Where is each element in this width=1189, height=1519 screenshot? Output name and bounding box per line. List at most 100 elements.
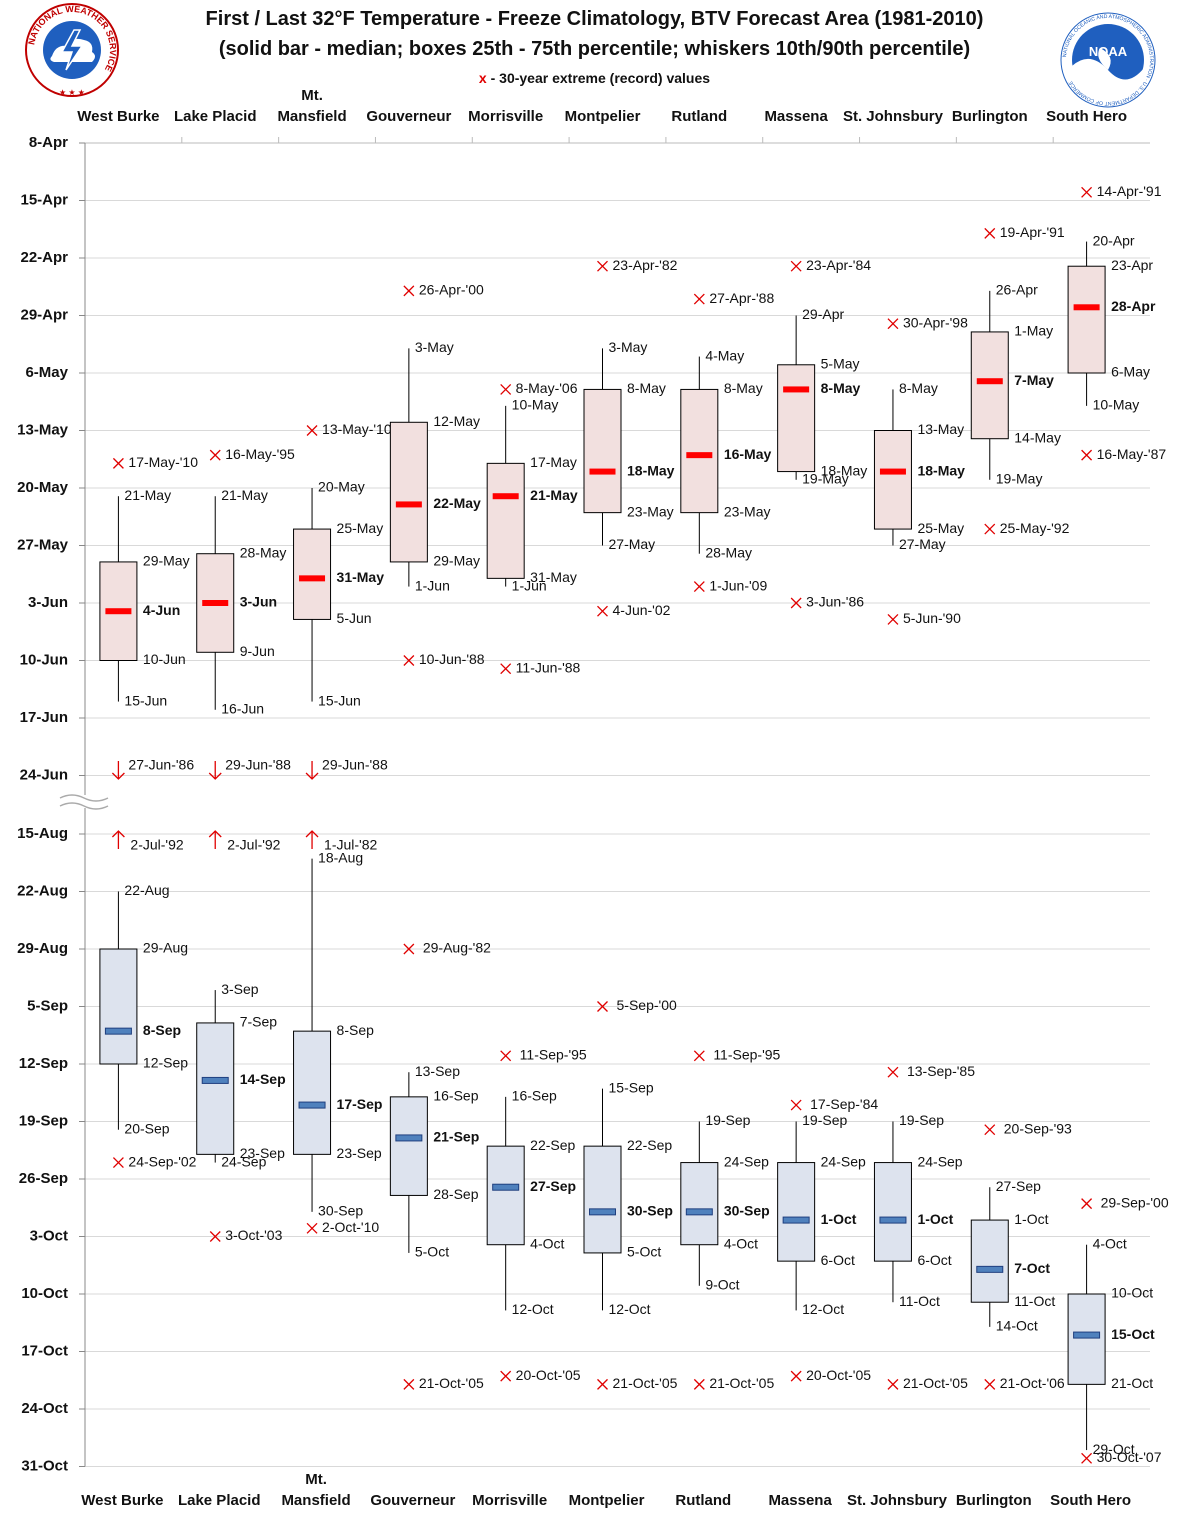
category-label-top: Burlington	[952, 108, 1028, 125]
box-bottom-label-fall: 21-Oct	[1111, 1375, 1153, 1391]
median-bar-fall	[201, 1076, 229, 1084]
p-top-label-fall: 13-Sep	[415, 1063, 460, 1079]
y-tick-label-spring: 17-Jun	[20, 709, 68, 726]
category-label-top: West Burke	[77, 108, 159, 125]
median-bar-fall	[1073, 1331, 1101, 1339]
y-tick-label-fall: 10-Oct	[21, 1285, 68, 1302]
category-label-bottom: Mansfield	[281, 1492, 350, 1509]
noaa-logo-text: NOAA	[1089, 44, 1128, 59]
p-bottom-label-spring: 19-May	[802, 470, 849, 486]
record-late-marker-fall	[209, 1231, 221, 1242]
box-bottom-label-spring: 5-Jun	[337, 610, 372, 626]
record-early-label-fall: 13-Sep-'85	[907, 1063, 975, 1079]
extreme-x-stroke	[1081, 186, 1093, 198]
record-early-label-fall: 29-Sep-'00	[1101, 1194, 1169, 1210]
record-late-marker-spring	[984, 523, 996, 535]
median-label-fall: 30-Sep	[724, 1203, 770, 1219]
box-bottom-label-fall: 6-Oct	[821, 1252, 855, 1268]
arrow-head	[111, 830, 125, 838]
box-bottom-label-spring: 14-May	[1014, 429, 1061, 445]
record-early-label-fall: 11-Sep-'95	[520, 1046, 587, 1062]
extreme-x-stroke	[887, 1378, 899, 1390]
iqr-box-spring	[970, 331, 1009, 440]
extreme-x-stroke	[984, 1378, 996, 1390]
chart-subtitle-line-2: (solid bar - median; boxes 25th - 75th p…	[218, 38, 971, 60]
iqr-box-fall	[1067, 1293, 1106, 1385]
category-label-bottom: South Hero	[1050, 1492, 1131, 1509]
p-bottom-label-fall: 20-Sep	[124, 1120, 169, 1136]
category-label-bottom: Mt.	[305, 1471, 327, 1488]
p-top-label-spring: 21-May	[221, 487, 268, 503]
y-tick-label-spring: 8-Apr	[29, 134, 68, 151]
p-bottom-label-spring: 15-Jun	[318, 692, 361, 708]
extreme-x-stroke	[693, 1050, 705, 1062]
y-tick-label-fall: 15-Aug	[17, 825, 68, 842]
extreme-x-stroke	[984, 1124, 996, 1136]
extreme-x-stroke	[790, 1099, 802, 1111]
median-bar-fall	[879, 1216, 907, 1224]
record-early-marker-fall	[597, 1001, 608, 1012]
record-late-label-fall: 21-Oct-'05	[709, 1375, 774, 1391]
extreme-x-stroke	[403, 1378, 415, 1390]
record-early-marker-spring	[984, 227, 996, 239]
p-bottom-label-fall: 11-Oct	[899, 1293, 940, 1309]
y-tick-label-spring: 15-Apr	[20, 191, 68, 208]
record-early-marker-spring	[790, 260, 802, 272]
record-late-marker-fall	[597, 1378, 608, 1390]
iqr-box-spring	[777, 364, 816, 473]
record-late-marker-fall	[403, 1378, 415, 1390]
p-top-label-spring: 3-May	[415, 339, 454, 355]
median-bar-spring	[299, 575, 326, 582]
p-bottom-label-spring: 16-Jun	[221, 700, 264, 716]
p-top-label-fall: 3-Sep	[221, 981, 259, 997]
median-label-spring: 18-May	[627, 462, 675, 478]
arrow-head	[305, 772, 319, 780]
p-top-label-spring: 4-May	[705, 347, 744, 363]
p-bottom-label-fall: 12-Oct	[512, 1301, 554, 1317]
extreme-x-stroke	[1081, 1452, 1093, 1464]
category-label-top: Morrisville	[468, 108, 543, 125]
extreme-x-stroke	[403, 285, 415, 297]
p-bottom-label-spring: 19-May	[996, 470, 1043, 486]
median-label-fall: 27-Sep	[530, 1178, 576, 1194]
median-label-spring: 16-May	[724, 446, 772, 462]
median-bar-fall	[685, 1208, 713, 1216]
box-bottom-label-fall: 12-Sep	[143, 1055, 188, 1071]
p-top-label-fall: 27-Sep	[996, 1178, 1041, 1194]
box-top-label-fall: 16-Sep	[433, 1088, 478, 1104]
extreme-x-stroke	[984, 227, 996, 239]
p-bottom-label-fall: 30-Sep	[318, 1203, 363, 1219]
box-bottom-label-spring: 9-Jun	[240, 643, 275, 659]
record-late-marker-fall	[1081, 1452, 1093, 1464]
y-tick-label-fall: 29-Aug	[17, 940, 68, 957]
category-label-bottom: St. Johnsbury	[847, 1492, 948, 1509]
record-early-label-spring: 26-Apr-'00	[419, 282, 484, 298]
record-early-marker-spring	[209, 449, 221, 461]
record-early-offscale-arrow	[305, 830, 319, 849]
box-bottom-label-fall: 28-Sep	[433, 1186, 478, 1202]
box-bottom-label-fall: 4-Oct	[724, 1235, 758, 1251]
p-top-label-fall: 19-Sep	[802, 1112, 847, 1128]
record-late-marker-spring	[790, 597, 802, 609]
extreme-x-stroke	[790, 260, 802, 272]
record-late-label-spring: 5-Jun-'90	[903, 610, 961, 626]
record-early-marker-fall	[500, 1050, 512, 1062]
record-early-offscale-arrow	[111, 830, 125, 849]
p-bottom-label-spring: 10-May	[1093, 397, 1140, 413]
category-label-bottom: Montpelier	[569, 1492, 645, 1509]
p-bottom-label-fall: 14-Oct	[996, 1318, 1038, 1334]
extreme-x-stroke	[887, 318, 899, 330]
median-bar-spring	[105, 608, 132, 615]
record-early-label-spring: 8-May-'06	[516, 380, 578, 396]
y-tick-label-fall: 17-Oct	[21, 1342, 68, 1359]
record-late-marker-fall	[306, 1222, 318, 1234]
record-late-marker-fall	[887, 1378, 899, 1390]
category-label-bottom: Gouverneur	[370, 1492, 455, 1509]
extreme-x-stroke	[790, 1370, 802, 1382]
record-late-label-fall: 21-Oct-'05	[613, 1375, 678, 1391]
extreme-x-stroke	[403, 655, 415, 666]
record-early-marker-spring	[597, 260, 608, 272]
extreme-marker-key: x	[478, 70, 487, 86]
box-bottom-label-fall: 6-Oct	[917, 1252, 951, 1268]
